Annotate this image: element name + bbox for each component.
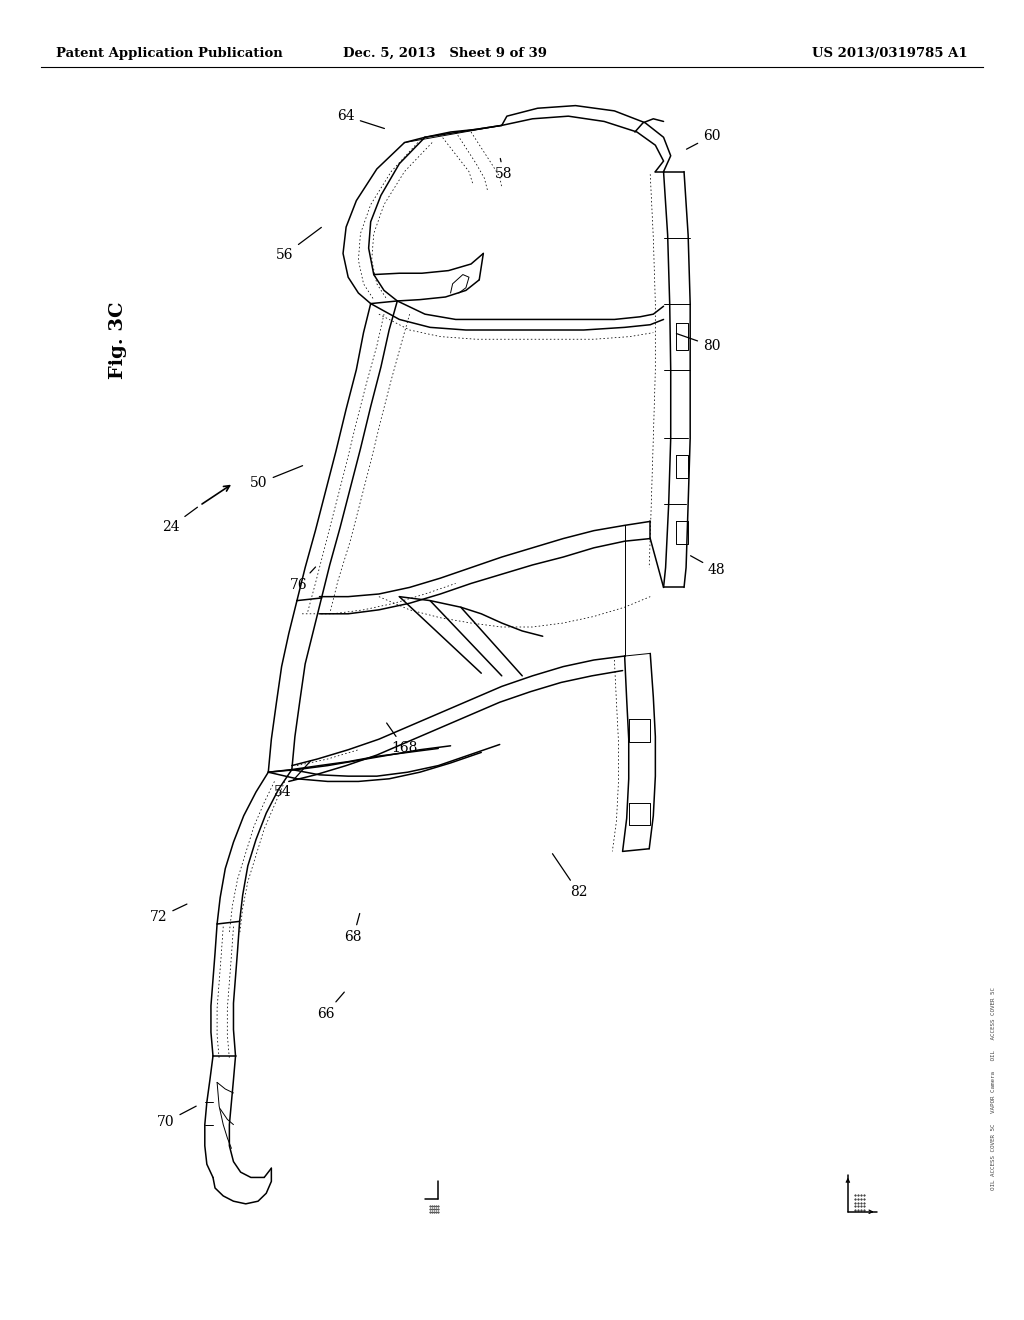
Text: 56: 56 (275, 227, 322, 261)
Text: Patent Application Publication: Patent Application Publication (56, 48, 283, 59)
Text: US 2013/0319785 A1: US 2013/0319785 A1 (812, 48, 968, 59)
Text: 70: 70 (157, 1106, 197, 1129)
Text: 48: 48 (690, 556, 726, 577)
Text: 66: 66 (316, 993, 344, 1020)
Text: 72: 72 (150, 904, 187, 924)
Text: Fig. 3C: Fig. 3C (109, 302, 127, 379)
Text: 50: 50 (250, 466, 302, 490)
Text: 168: 168 (387, 723, 418, 755)
Text: 82: 82 (553, 854, 588, 899)
Text: OIL ACCESS COVER 5C   VAPOR Camera   OIL   ACCESS COVER 5C: OIL ACCESS COVER 5C VAPOR Camera OIL ACC… (991, 987, 995, 1191)
Text: Dec. 5, 2013   Sheet 9 of 39: Dec. 5, 2013 Sheet 9 of 39 (343, 48, 548, 59)
Text: 58: 58 (495, 158, 513, 181)
Text: 76: 76 (290, 568, 315, 591)
Text: 68: 68 (344, 913, 362, 944)
Text: 80: 80 (677, 334, 721, 352)
Text: 24: 24 (162, 507, 198, 533)
Text: 54: 54 (273, 762, 310, 799)
Text: 60: 60 (686, 129, 721, 149)
Text: 64: 64 (337, 110, 384, 128)
